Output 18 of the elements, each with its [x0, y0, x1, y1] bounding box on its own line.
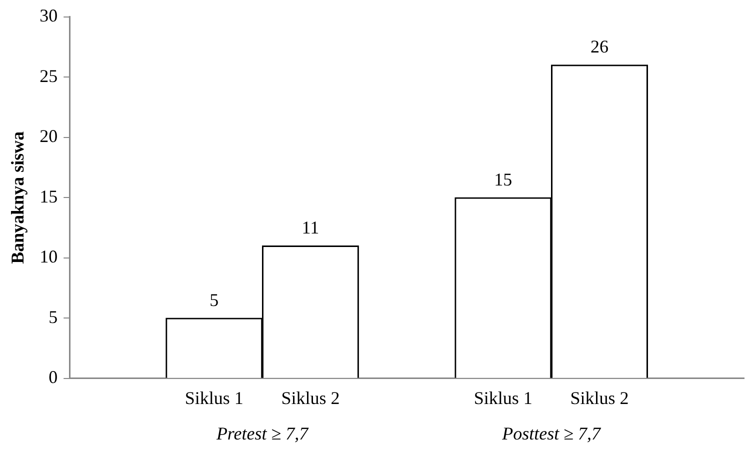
data-label: 5	[210, 290, 219, 310]
y-tick-label: 5	[48, 306, 58, 327]
y-tick-label: 30	[40, 6, 58, 26]
y-tick-label: 20	[40, 126, 58, 146]
x-tick-label: Siklus 2	[570, 388, 629, 408]
data-label: 26	[590, 36, 608, 57]
data-label: 11	[302, 218, 320, 238]
text: Pretest ≥ 7,7	[215, 424, 310, 444]
x-tick-label: Siklus 2	[281, 388, 340, 408]
x-tick-label: Siklus 1	[474, 388, 532, 408]
y-tick-label: 10	[40, 246, 58, 267]
data-label: 15	[494, 169, 512, 190]
y-tick-label: 0	[48, 367, 58, 388]
y-axis-title: Banyaknya siswa	[7, 131, 28, 264]
y-tick-label: 15	[40, 186, 58, 206]
y-tick-label: 25	[40, 66, 58, 86]
text: Posttest ≥ 7,7	[501, 424, 602, 444]
x-tick-label: Siklus 1	[184, 388, 244, 408]
